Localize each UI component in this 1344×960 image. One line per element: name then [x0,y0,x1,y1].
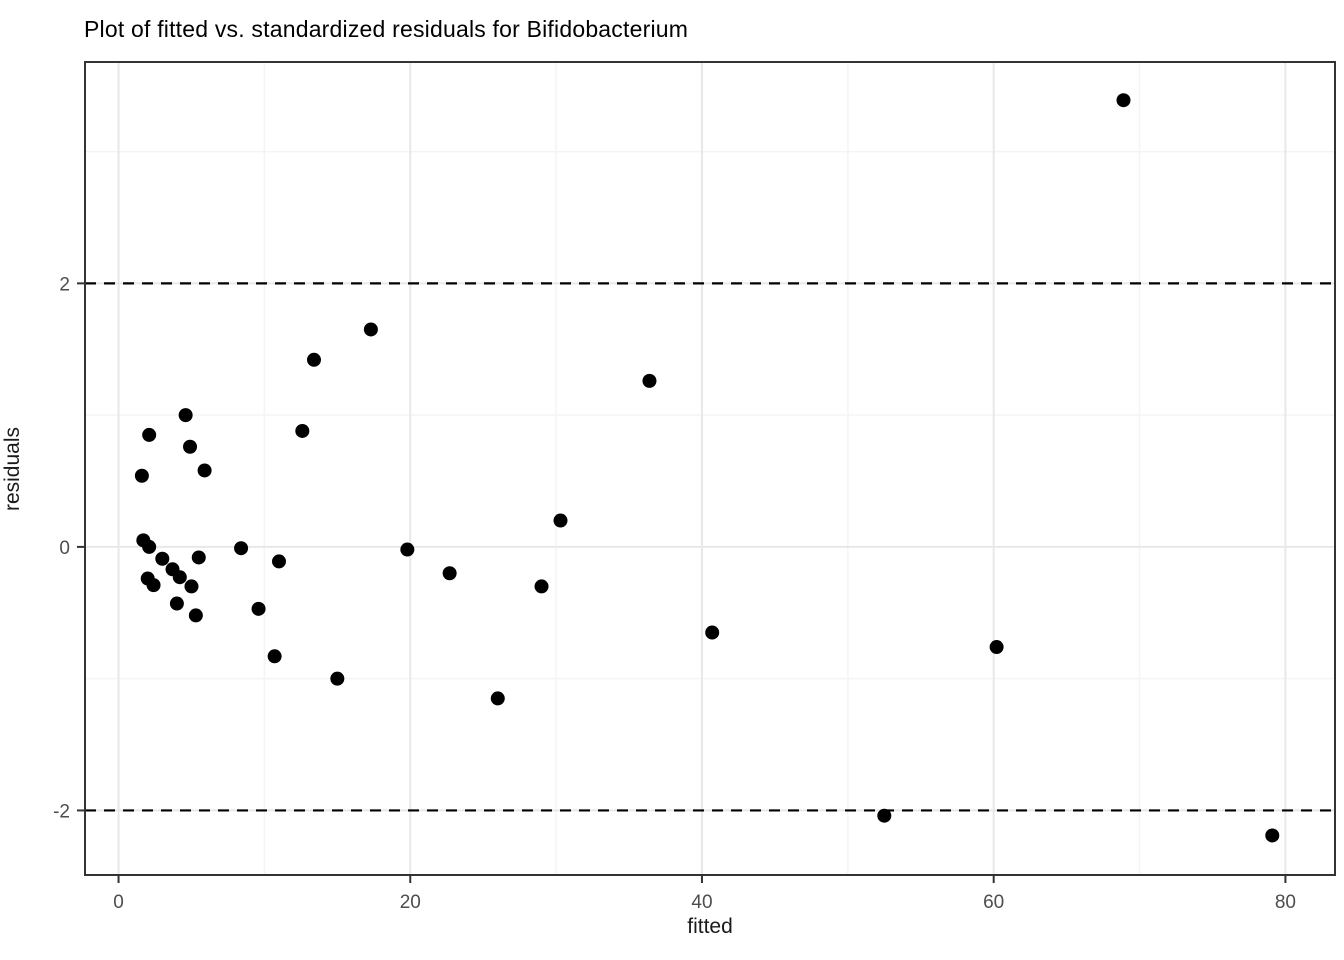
x-tick-label: 60 [983,892,1004,913]
x-tick-label: 80 [1275,892,1296,913]
x-tick-label: 40 [691,892,712,913]
data-point [134,468,149,483]
data-point [234,541,249,556]
data-point [191,550,206,565]
data-point [142,427,157,442]
data-point [553,513,568,528]
data-point [267,649,282,664]
data-point [178,408,193,423]
data-point [363,322,378,337]
data-point [330,671,345,686]
data-point [877,808,892,823]
data-point [169,596,184,611]
data-point [295,423,310,438]
data-point [183,439,198,454]
x-tick-label: 20 [400,892,421,913]
data-point [251,601,266,616]
data-point [1116,93,1131,108]
data-point [306,352,321,367]
data-point [989,640,1004,655]
data-point [172,570,187,585]
y-tick-label: 2 [59,274,70,295]
data-point [188,608,203,623]
panel-background [85,62,1335,875]
y-tick-label: 0 [59,538,70,559]
data-point [705,625,720,640]
data-point [442,566,457,581]
data-point [534,579,549,594]
data-point [155,551,170,566]
x-tick-label: 0 [113,892,124,913]
data-point [642,373,657,388]
chart-title: Plot of fitted vs. standardized residual… [84,16,689,42]
data-point [1265,828,1280,843]
data-point [197,463,212,478]
data-point [271,554,286,569]
y-tick-label: -2 [53,801,70,822]
data-point [146,578,161,593]
y-axis-title: residuals [1,426,24,512]
data-point [184,579,199,594]
x-axis-title: fitted [687,915,733,938]
data-point [400,542,415,557]
data-point [490,691,505,706]
panel-border [84,61,1336,876]
data-point [142,539,157,554]
